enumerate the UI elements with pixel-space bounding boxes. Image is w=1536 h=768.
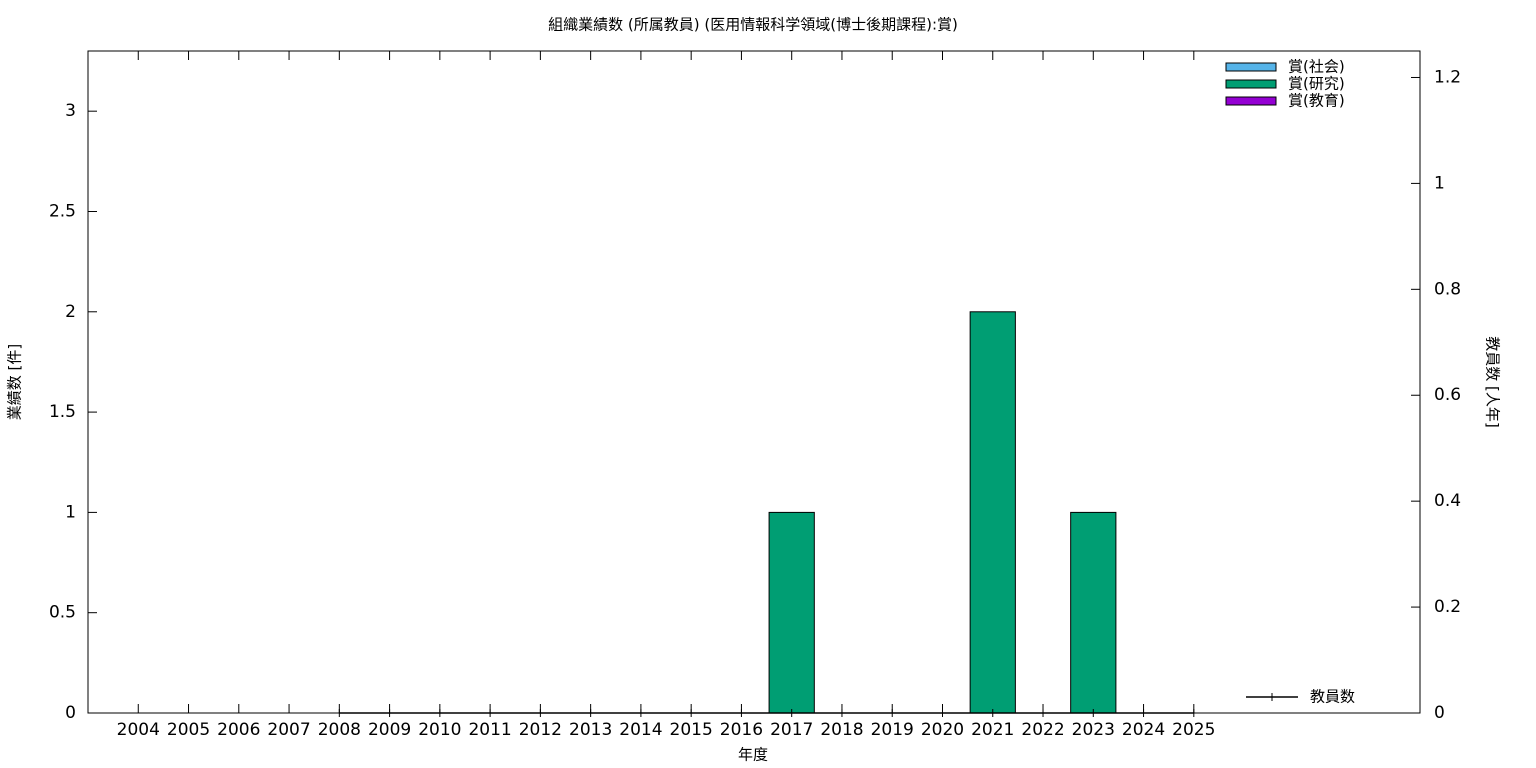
legend-label: 賞(社会) bbox=[1288, 58, 1345, 76]
y2-tick-label: 1.2 bbox=[1434, 67, 1461, 87]
plot-frame bbox=[87, 50, 1421, 714]
y2-tick-label: 0.2 bbox=[1434, 597, 1461, 617]
y-tick-label: 2.5 bbox=[49, 201, 76, 221]
bar bbox=[1070, 511, 1117, 714]
x-tick-label: 2009 bbox=[368, 720, 411, 740]
y2-tick-label: 0.4 bbox=[1434, 491, 1461, 511]
x-tick-label: 2005 bbox=[167, 720, 210, 740]
x-tick-label: 2004 bbox=[117, 720, 160, 740]
y2-tick-label: 0.8 bbox=[1434, 279, 1461, 299]
y-tick-label: 2 bbox=[65, 302, 76, 322]
y2-tick-label: 0 bbox=[1434, 703, 1445, 723]
x-tick-label: 2016 bbox=[720, 720, 763, 740]
x-tick-label: 2014 bbox=[619, 720, 662, 740]
y2-tick-label: 1 bbox=[1434, 173, 1445, 193]
x-tick-label: 2025 bbox=[1172, 720, 1215, 740]
x-axis-label: 年度 bbox=[738, 746, 768, 764]
x-tick-label: 2008 bbox=[318, 720, 361, 740]
x-tick-label: 2021 bbox=[971, 720, 1014, 740]
legend-swatch bbox=[1225, 79, 1277, 89]
x-tick-label: 2010 bbox=[418, 720, 461, 740]
y-tick-label: 0.5 bbox=[49, 603, 76, 623]
y-tick-label: 0 bbox=[65, 703, 76, 723]
x-tick-label: 2006 bbox=[217, 720, 260, 740]
x-tick-label: 2022 bbox=[1021, 720, 1064, 740]
legend-label: 賞(教育) bbox=[1288, 92, 1345, 110]
x-tick-label: 2011 bbox=[468, 720, 511, 740]
y-tick-label: 1.5 bbox=[49, 402, 76, 422]
x-tick-label: 2015 bbox=[670, 720, 713, 740]
x-tick-label: 2013 bbox=[569, 720, 612, 740]
x-tick-label: 2024 bbox=[1122, 720, 1165, 740]
x-tick-label: 2007 bbox=[267, 720, 310, 740]
y2-tick-label: 0.6 bbox=[1434, 385, 1461, 405]
x-tick-label: 2012 bbox=[519, 720, 562, 740]
x-tick-label: 2023 bbox=[1072, 720, 1115, 740]
legend-label: 教員数 bbox=[1310, 688, 1355, 706]
legend-swatch bbox=[1225, 62, 1277, 72]
y-tick-label: 1 bbox=[65, 502, 76, 522]
x-tick-label: 2017 bbox=[770, 720, 813, 740]
y-axis-label: 業績数 [件] bbox=[6, 344, 24, 420]
legend-label: 賞(研究) bbox=[1288, 75, 1345, 93]
x-tick-label: 2019 bbox=[871, 720, 914, 740]
bar bbox=[768, 511, 815, 714]
x-tick-label: 2020 bbox=[921, 720, 964, 740]
bar bbox=[969, 311, 1016, 714]
y-tick-label: 3 bbox=[65, 101, 76, 121]
y2-axis-label: 教員数 [人年] bbox=[1484, 336, 1502, 427]
chart-title: 組織業績数 (所属教員) (医用情報科学領域(博士後期課程):賞) bbox=[548, 16, 958, 34]
legend-swatch bbox=[1225, 96, 1277, 106]
x-tick-label: 2018 bbox=[820, 720, 863, 740]
